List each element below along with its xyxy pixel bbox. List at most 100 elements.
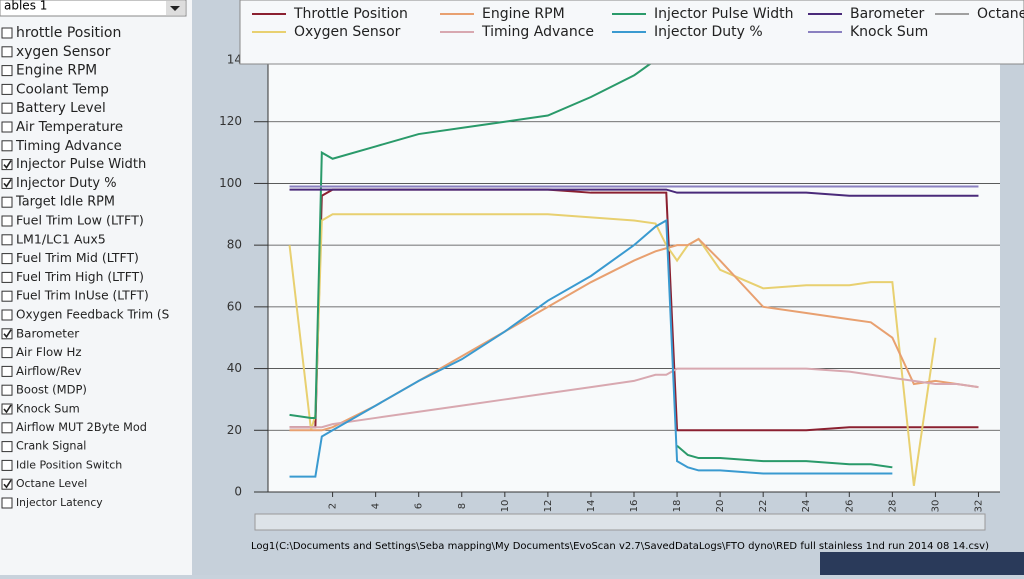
checkbox[interactable] — [1, 309, 13, 321]
y-tick-label: 120 — [219, 114, 242, 128]
sidebar-item: Injector Duty % — [16, 176, 117, 191]
legend-label: Barometer — [850, 6, 925, 22]
checkbox[interactable] — [1, 83, 13, 95]
sidebar-item: Fuel Trim High (LTFT) — [16, 270, 144, 284]
checkbox[interactable] — [1, 177, 13, 189]
sidebar-item: xygen Sensor — [16, 44, 111, 60]
checkbox[interactable] — [1, 403, 13, 415]
y-tick-label: 60 — [227, 299, 242, 313]
x-tick-label: 20 — [715, 500, 726, 513]
checkmark — [3, 479, 12, 489]
sidebar-item: Battery Level — [16, 100, 106, 116]
x-tick-label: 12 — [543, 500, 554, 513]
checkbox[interactable] — [1, 234, 13, 246]
checkbox[interactable] — [1, 46, 13, 58]
x-tick-label: 28 — [887, 500, 898, 513]
legend-label: Throttle Position — [293, 6, 408, 22]
checkbox[interactable] — [1, 271, 13, 283]
sidebar-item: Idle Position Switch — [16, 458, 122, 471]
checkmark — [3, 178, 12, 188]
checkbox[interactable] — [1, 253, 13, 265]
legend-label: Octane L — [977, 6, 1024, 22]
sidebar-item: Timing Advance — [15, 139, 122, 154]
checkbox[interactable] — [1, 159, 13, 171]
x-tick-label: 16 — [629, 500, 640, 513]
legend-label: Injector Duty % — [654, 24, 763, 40]
sidebar-item: Airflow MUT 2Byte Mod — [16, 421, 147, 434]
sidebar-item: Crank Signal — [16, 440, 86, 453]
y-tick-label: 20 — [227, 423, 242, 437]
checkbox[interactable] — [1, 196, 13, 208]
status-text: Log1(C:\Documents and Settings\Seba mapp… — [251, 541, 989, 552]
x-tick-label: 14 — [586, 500, 597, 513]
sidebar-item: Air Flow Hz — [16, 345, 82, 359]
checkbox[interactable] — [1, 215, 13, 227]
checkbox[interactable] — [1, 347, 13, 359]
checkbox[interactable] — [1, 290, 13, 302]
sidebar-item: Barometer — [16, 326, 79, 340]
x-tick-label: 10 — [500, 500, 511, 513]
dropdown[interactable] — [0, 0, 187, 17]
checkbox[interactable] — [1, 328, 13, 340]
sidebar-item: Airflow/Rev — [16, 364, 82, 378]
x-tick-label: 8 — [457, 503, 468, 509]
checkbox[interactable] — [1, 441, 13, 453]
y-tick-label: 14 — [227, 53, 242, 67]
x-tick-label: 26 — [844, 500, 855, 513]
y-tick-label: 80 — [227, 238, 242, 252]
sidebar-item: Octane Level — [16, 477, 87, 490]
checkbox[interactable] — [1, 140, 13, 152]
sidebar-item: Fuel Trim InUse (LTFT) — [16, 289, 149, 303]
x-tick-label: 6 — [414, 503, 425, 509]
series-line — [289, 188, 979, 197]
sidebar-item: Oxygen Feedback Trim (S — [16, 308, 169, 322]
sidebar-item: Coolant Temp — [16, 81, 109, 97]
y-tick-label: 0 — [234, 485, 242, 499]
checkmark — [3, 160, 12, 169]
checkbox[interactable] — [1, 478, 13, 490]
legend-label: Engine RPM — [482, 6, 565, 22]
checkbox[interactable] — [1, 365, 13, 377]
sidebar-item: hrottle Position — [16, 25, 121, 41]
checkmark — [3, 329, 12, 339]
x-tick-label: 24 — [801, 500, 812, 513]
sidebar-item: Fuel Trim Low (LTFT) — [16, 213, 144, 228]
series-line — [289, 218, 893, 478]
checkbox[interactable] — [1, 121, 13, 133]
legend-label: Timing Advance — [481, 24, 594, 40]
scrollbar[interactable] — [254, 513, 986, 531]
x-tick-label: 18 — [672, 500, 683, 513]
checkbox[interactable] — [1, 65, 13, 77]
series-line — [289, 59, 893, 469]
sidebar-item: Injector Latency — [16, 496, 103, 509]
checkbox[interactable] — [1, 102, 13, 114]
checkbox[interactable] — [1, 497, 13, 509]
checkbox[interactable] — [1, 422, 13, 434]
sidebar-item: Injector Pulse Width — [16, 157, 146, 172]
dropdown-arrow — [170, 6, 180, 11]
checkbox[interactable] — [1, 459, 13, 471]
sidebar-item: Boost (MDP) — [16, 383, 87, 397]
series-line — [289, 237, 979, 432]
x-tick-label: 32 — [973, 500, 984, 513]
legend-label: Knock Sum — [850, 24, 928, 40]
sidebar-item: Target Idle RPM — [15, 195, 115, 210]
series-line — [288, 213, 937, 486]
legend-label: Injector Pulse Width — [654, 6, 793, 22]
x-tick-label: 4 — [371, 503, 382, 509]
x-tick-label: 2 — [328, 503, 339, 509]
y-tick-label: 100 — [219, 176, 242, 190]
sidebar-item: Engine RPM — [16, 63, 97, 79]
checkmark — [3, 404, 12, 414]
checkbox[interactable] — [1, 384, 13, 396]
sidebar-item: Fuel Trim Mid (LTFT) — [16, 250, 139, 265]
dropdown-text: ables 1 — [4, 0, 47, 13]
x-tick-label: 30 — [930, 500, 941, 513]
checkbox[interactable] — [1, 27, 13, 39]
sidebar — [0, 0, 192, 575]
sidebar-item: Air Temperature — [16, 120, 123, 135]
plot-area — [268, 60, 1000, 492]
sidebar-item: LM1/LC1 Aux5 — [16, 231, 106, 246]
